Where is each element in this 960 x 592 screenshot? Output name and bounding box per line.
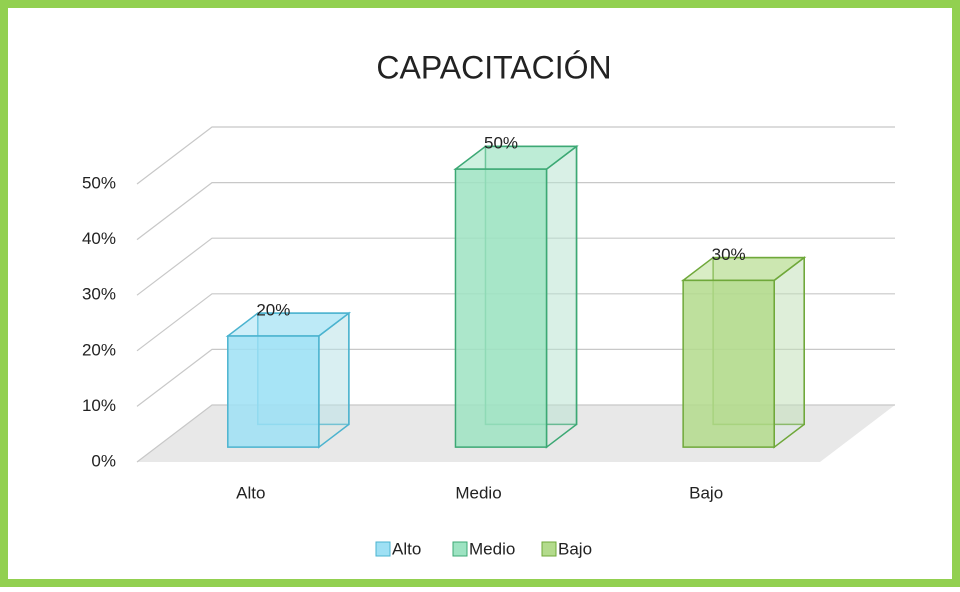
x-tick-label: Medio: [455, 483, 501, 502]
legend-swatch: [375, 541, 391, 557]
bar-side: [773, 256, 805, 449]
legend-label: Bajo: [558, 539, 592, 558]
grid-line: [136, 182, 895, 241]
y-tick-label: 50%: [82, 173, 116, 192]
legend-label: Alto: [392, 539, 421, 558]
y-tick-label: 10%: [82, 396, 116, 415]
legend-label: Medio: [469, 539, 515, 558]
data-label: 50%: [484, 134, 518, 153]
grid-line: [136, 348, 895, 407]
data-label: 20%: [256, 300, 290, 319]
data-label: 30%: [712, 245, 746, 264]
grid-line: [136, 126, 895, 185]
y-tick-label: 20%: [82, 340, 116, 359]
legend-swatch: [541, 541, 557, 557]
legend-swatch: [452, 541, 468, 557]
bar-side: [545, 144, 578, 449]
grid-line: [136, 237, 895, 296]
y-tick-label: 0%: [91, 451, 116, 470]
y-tick-label: 40%: [82, 229, 116, 248]
bar: [454, 168, 548, 448]
bar: [227, 335, 320, 448]
x-tick-label: Alto: [236, 483, 265, 502]
grid-line: [136, 404, 895, 463]
bar: [682, 279, 775, 448]
grid-line: [136, 293, 895, 352]
chart-title: CAPACITACIÓN: [376, 49, 611, 85]
x-tick-label: Bajo: [689, 483, 723, 502]
y-tick-label: 30%: [82, 285, 116, 304]
